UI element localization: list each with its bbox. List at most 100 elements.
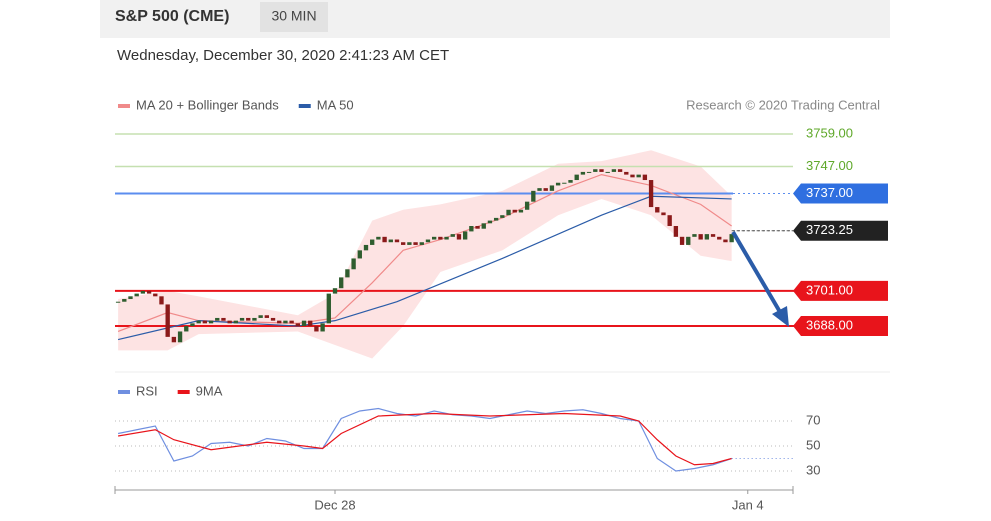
forecast-arrow [731, 230, 789, 327]
candle [506, 209, 511, 216]
series-line [117, 412, 732, 466]
candle [698, 234, 703, 240]
candle [431, 236, 437, 240]
candle [630, 174, 635, 178]
legend-swatch [118, 104, 130, 108]
legend-swatch [298, 104, 311, 108]
candle [636, 174, 641, 178]
candle [134, 293, 139, 297]
candle [487, 220, 493, 224]
candle [394, 239, 400, 243]
legend-label: MA 50 [317, 97, 354, 112]
candle [165, 304, 170, 337]
level-tag [793, 183, 888, 204]
candle [233, 320, 239, 324]
candle [456, 234, 462, 240]
candle [599, 169, 604, 172]
candle [115, 301, 121, 303]
candle [190, 323, 195, 327]
candle [723, 239, 728, 243]
candle [481, 223, 486, 229]
candle [184, 326, 189, 332]
candle [704, 234, 710, 240]
candle [537, 188, 542, 191]
candle [568, 180, 573, 183]
bollinger-band [118, 150, 732, 359]
candle [717, 236, 722, 240]
candle [500, 215, 505, 218]
candle [648, 180, 654, 208]
candle [512, 209, 517, 213]
candle [413, 242, 418, 245]
timestamp: Wednesday, December 30, 2020 2:41:23 AM … [117, 47, 449, 64]
candle [401, 242, 406, 245]
legend-swatch [177, 390, 190, 394]
candle [531, 190, 536, 202]
y-tick-label: 70 [806, 412, 820, 427]
legend-label: RSI [136, 383, 158, 398]
candle [419, 242, 424, 245]
candle [450, 234, 455, 237]
candle [611, 169, 617, 172]
candle [388, 239, 393, 243]
candle [339, 277, 344, 289]
candle [543, 188, 548, 191]
candle [462, 231, 468, 240]
candle [624, 171, 629, 175]
interval-tab[interactable] [260, 2, 328, 32]
instrument-title: S&P 500 (CME) [115, 8, 229, 25]
candle [283, 320, 288, 324]
candle [549, 185, 555, 191]
candle [580, 171, 586, 175]
candle [295, 323, 300, 327]
candle [351, 258, 356, 270]
level-label: 3688.00 [806, 317, 853, 332]
candle [469, 226, 474, 232]
arrow-head [772, 306, 789, 327]
candle [140, 290, 146, 294]
legend-label: MA 20 + Bollinger Bands [136, 97, 279, 112]
level-tag [793, 280, 888, 301]
candle [692, 234, 697, 237]
candle [593, 169, 598, 172]
candle [438, 236, 443, 240]
interval-label[interactable]: 30 MIN [271, 8, 316, 24]
level-label: 3759.00 [806, 125, 853, 140]
candle [555, 182, 561, 186]
candle [308, 320, 313, 327]
level-label: 3747.00 [806, 158, 853, 173]
candle [146, 290, 152, 294]
candle [444, 236, 449, 240]
candle [574, 174, 579, 181]
candle [357, 250, 362, 259]
candle [617, 169, 623, 172]
candle [264, 315, 270, 318]
price-pane: MA 20 + Bollinger Bands MA 50 3759.00 3747.… [115, 97, 888, 359]
candle [363, 244, 369, 251]
legend-label: 9MA [196, 383, 223, 398]
level-label: 3737.00 [806, 185, 853, 200]
x-tick-label: Dec 28 [314, 497, 355, 512]
candle [221, 317, 226, 321]
candle [153, 293, 158, 297]
arrow-shaft [731, 230, 782, 314]
candle [642, 174, 648, 181]
candle [667, 215, 672, 227]
legend-swatch [118, 390, 130, 394]
candle [208, 320, 214, 324]
candle [562, 182, 567, 184]
panel [100, 38, 890, 521]
candle [605, 171, 610, 173]
candle [128, 296, 133, 300]
candle [673, 226, 679, 237]
candle [239, 317, 245, 321]
rsi-pane: RSI 9MA 70 50 30 Dec 28 Jan 4 [115, 383, 820, 512]
candle [277, 320, 282, 324]
candle [376, 236, 381, 240]
candle [246, 317, 251, 321]
header-bar [100, 0, 890, 38]
candle [332, 288, 338, 294]
candle [289, 320, 294, 324]
